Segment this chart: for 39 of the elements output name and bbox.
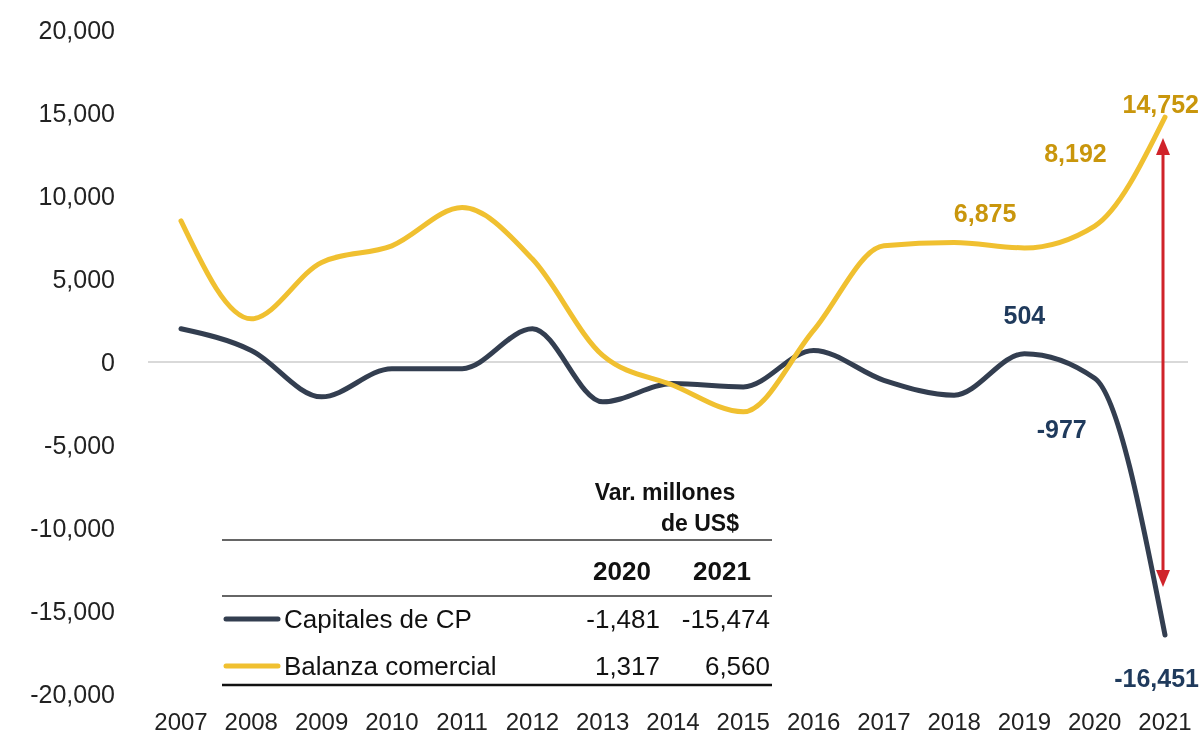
x-tick-label: 2008	[224, 708, 278, 735]
x-tick-label: 2010	[365, 708, 419, 735]
x-tick-label: 2021	[1138, 708, 1192, 735]
y-tick-label: -20,000	[30, 680, 115, 708]
y-tick-label: -5,000	[44, 431, 115, 459]
data-label: -16,451	[1114, 664, 1200, 693]
legend-title: Var. millones de US$	[594, 479, 740, 536]
data-label: 8,192	[1044, 139, 1107, 168]
y-tick-label: 0	[101, 348, 115, 376]
x-tick-label: 2014	[646, 708, 700, 735]
annotation: 2020	[593, 556, 651, 586]
annotation: 2021	[693, 556, 751, 586]
data-label: 504	[1003, 300, 1046, 329]
x-tick-label: 2020	[1068, 708, 1122, 735]
y-tick-label: 20,000	[38, 16, 115, 44]
data-label: -977	[1036, 415, 1087, 444]
x-tick-label: 2009	[294, 708, 349, 735]
data-label: 6,875	[953, 198, 1017, 227]
x-tick-label: 2015	[716, 708, 770, 735]
x-tick-label: 2018	[927, 708, 981, 735]
annotation: 1,317	[594, 651, 660, 681]
x-tick-label: 2016	[786, 708, 841, 735]
y-tick-label: 5,000	[52, 265, 115, 293]
x-tick-label: 2017	[857, 708, 911, 735]
legend-label: Balanza comercial	[284, 651, 497, 681]
y-tick-label: 10,000	[38, 182, 115, 210]
x-tick-label: 2019	[997, 708, 1052, 735]
annotation: -1,481	[586, 604, 660, 634]
y-tick-label: -10,000	[30, 514, 115, 542]
y-tick-label: -15,000	[30, 597, 115, 625]
y-tick-label: 15,000	[38, 99, 115, 127]
data-label: 14,752	[1122, 90, 1199, 119]
annotation: -15,474	[681, 604, 770, 634]
annotation: 6,560	[704, 651, 770, 681]
x-tick-label: 2013	[576, 708, 630, 735]
x-tick-label: 2007	[154, 708, 208, 735]
x-tick-label: 2012	[505, 708, 560, 735]
legend-label: Capitales de CP	[284, 604, 472, 634]
x-tick-label: 2011	[436, 708, 488, 735]
